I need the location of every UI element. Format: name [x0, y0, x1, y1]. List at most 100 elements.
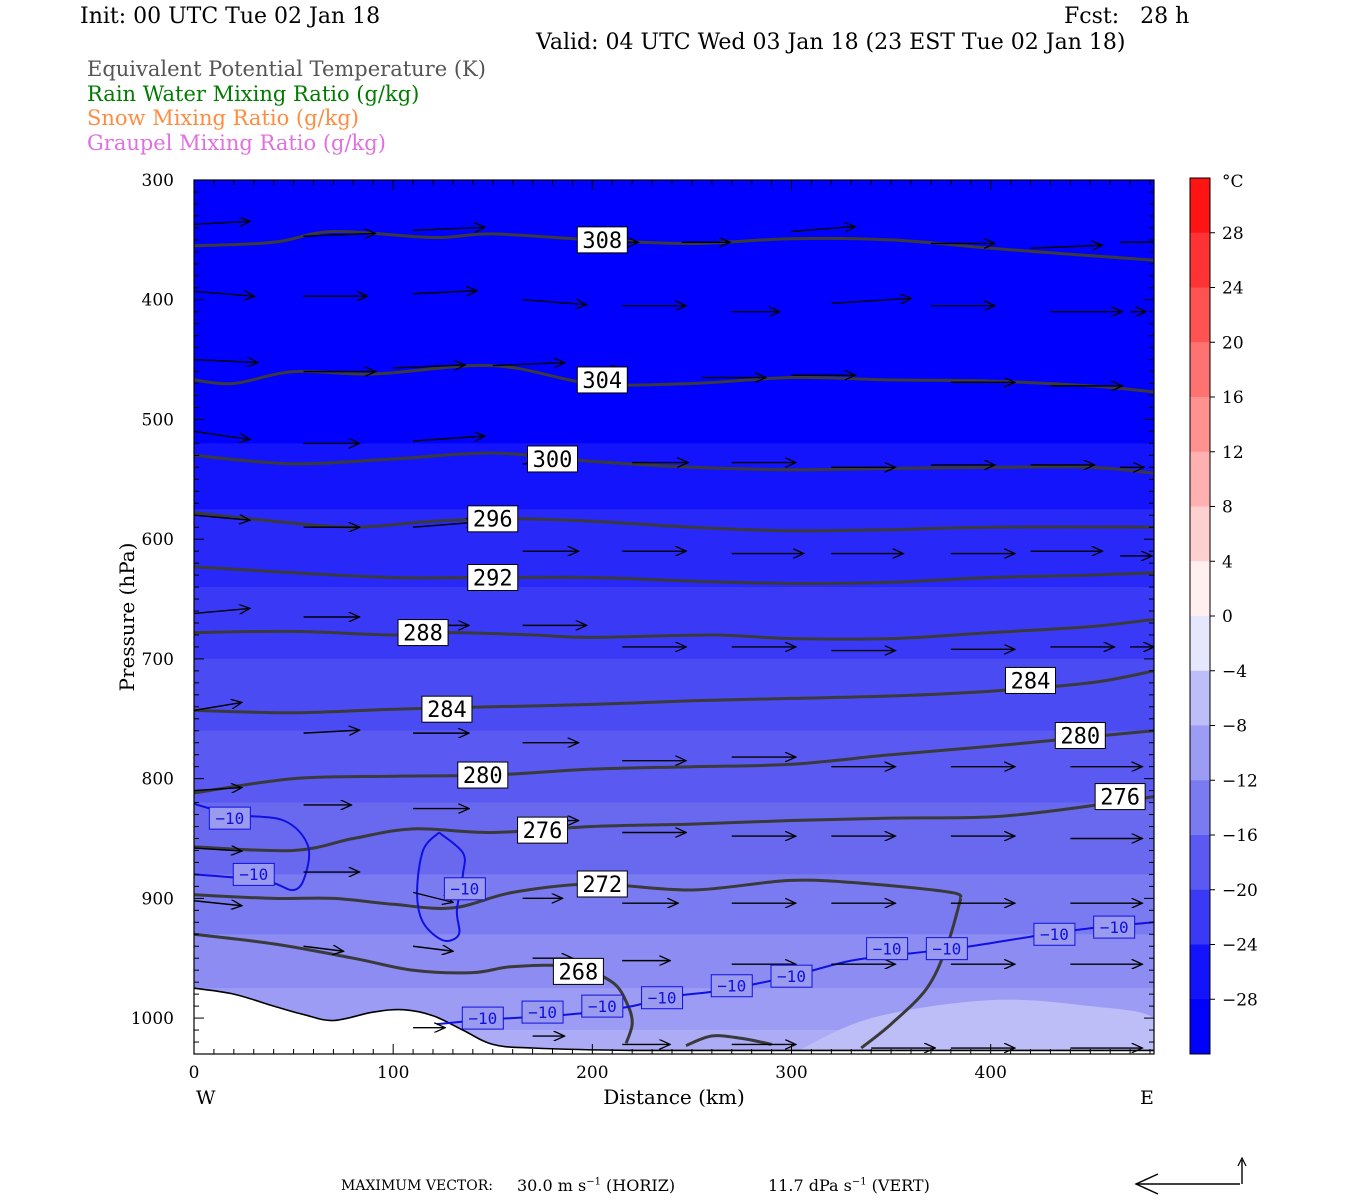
- temp-label-text: −10: [468, 1009, 497, 1028]
- wind-vector: [303, 233, 376, 236]
- temp-label: −10: [208, 806, 251, 830]
- wind-vector: [194, 702, 242, 712]
- legend-rain: Rain Water Mixing Ratio (g/kg): [87, 82, 420, 106]
- theta-e-label-text: 304: [582, 369, 622, 394]
- theta-e-contour: [194, 229, 1154, 262]
- theta-e-label-box: [457, 761, 509, 789]
- temp-label-text: −10: [588, 997, 617, 1016]
- x-tick-label: 0: [189, 1063, 200, 1083]
- colorbar-segment: [1190, 397, 1210, 453]
- temp-label-text: −10: [648, 988, 677, 1007]
- theta-e-label-text: 300: [533, 448, 573, 473]
- x-left-end-label: W: [196, 1087, 216, 1109]
- vector-key-vert-head: [1237, 1156, 1247, 1167]
- colorbar-label: −20: [1222, 881, 1258, 901]
- theta-e-label: 280: [1054, 722, 1106, 749]
- x-tick-label: 200: [576, 1063, 608, 1083]
- wind-vector: [522, 300, 587, 305]
- theta-e-label: 276: [517, 816, 569, 844]
- temp-label-box: [770, 964, 813, 988]
- temperature-band: [194, 934, 1154, 990]
- temperature-band: [194, 874, 1154, 936]
- wind-vector: [194, 291, 255, 296]
- terrain-fill: [194, 988, 1154, 1054]
- colorbar-label: −8: [1222, 717, 1247, 737]
- vector-key: [1134, 1156, 1247, 1195]
- max-vector-horiz: 30.0 m s−1 (HORIZ): [517, 1176, 675, 1195]
- temp-label: −10: [1033, 922, 1076, 946]
- theta-e-label-text: 272: [582, 873, 622, 898]
- temp-label: −10: [581, 994, 624, 1018]
- y-axis-label: Pressure (hPa): [115, 543, 139, 692]
- theta-e-contour: [685, 1034, 772, 1048]
- colorbar-label: 28: [1222, 224, 1244, 244]
- colorbar-label: −16: [1222, 826, 1258, 846]
- temperature-band: [194, 587, 1154, 660]
- theta-e-label-text: 292: [473, 566, 513, 591]
- temp-label-text: −10: [1040, 925, 1069, 944]
- colorbar-segment: [1190, 342, 1210, 398]
- vector-key-horiz-head: [1134, 1173, 1159, 1195]
- temperature-band: [194, 383, 1154, 445]
- theta-e-label-box: [576, 226, 628, 254]
- theta-e-label-box: [1094, 783, 1146, 811]
- y-tick-label: 1000: [131, 1009, 174, 1029]
- temp-label: −10: [925, 937, 968, 961]
- theta-e-label-box: [576, 366, 628, 394]
- temp-label-box: [641, 986, 684, 1010]
- theta-e-contour: [194, 729, 1154, 795]
- wind-vector: [194, 360, 258, 363]
- wind-vector: [194, 788, 242, 791]
- colorbar-segment: [1190, 670, 1210, 726]
- theta-e-label: 268: [552, 957, 604, 985]
- vert-value: 11.7 dPa s: [768, 1176, 852, 1195]
- temp-contour-loop: [416, 831, 466, 942]
- theta-e-label: 276: [1094, 783, 1146, 811]
- theta-e-label-box: [1005, 666, 1057, 694]
- colorbar-unit: °C: [1222, 172, 1244, 192]
- temperature-band: [194, 180, 1154, 385]
- x-tick-label: 300: [775, 1063, 807, 1083]
- colorbar-segment: [1190, 561, 1210, 617]
- temp-label-text: −10: [717, 977, 746, 996]
- temp-label: −10: [443, 877, 486, 901]
- wind-vectors: [194, 221, 1154, 1048]
- wind-vector: [194, 430, 250, 439]
- temp-label: −10: [1093, 915, 1136, 939]
- temp-label-box: [1093, 915, 1136, 939]
- temperature-fill: [194, 180, 1154, 1054]
- colorbar-segment: [1190, 999, 1210, 1055]
- temp-label-box: [461, 1006, 504, 1030]
- temp-label: −10: [521, 1000, 564, 1024]
- forecast-hour: Fcst: 28 h: [1064, 4, 1190, 29]
- temp-label: −10: [866, 937, 909, 961]
- theta-e-contour: [194, 932, 634, 1044]
- temp-label: −10: [770, 964, 813, 988]
- theta-e-label: 284: [421, 695, 473, 723]
- wind-vector: [831, 298, 911, 305]
- theta-e-label: 284: [1005, 666, 1057, 694]
- colorbar-segment: [1190, 506, 1210, 562]
- theta-e-label-text: 288: [403, 621, 443, 646]
- colorbar-segment: [1190, 889, 1210, 945]
- terrain: [194, 987, 1154, 1054]
- temperature-band: [194, 443, 1154, 511]
- legend-snow: Snow Mixing Ratio (g/kg): [87, 106, 359, 130]
- plot-frame: [193, 179, 1155, 1055]
- theta-e-label: 296: [467, 505, 519, 533]
- legend-theta-e: Equivalent Potential Temperature (K): [87, 57, 486, 81]
- temp-label-box: [208, 806, 251, 830]
- temp-label-text: −10: [215, 809, 244, 828]
- theta-e-label-box: [576, 870, 628, 898]
- y-tick-label: 700: [142, 650, 174, 670]
- colorbar-label: −24: [1222, 936, 1258, 956]
- contour-labels: 308 304 300 296 292 288 284 284 280 280 276 276 272 2…: [208, 226, 1146, 1030]
- temperature-band: [194, 658, 1154, 732]
- colorbar-segment: [1190, 725, 1210, 781]
- theta-e-label-text: 308: [582, 229, 622, 254]
- axes: 300 400 500 600 700 800 900 1000 0 100 200 300 400 W E…: [115, 171, 1154, 1109]
- theta-e-contour: [860, 897, 963, 1050]
- wind-vector: [413, 522, 477, 527]
- x-right-end-label: E: [1140, 1087, 1154, 1109]
- theta-e-label-box: [397, 619, 449, 647]
